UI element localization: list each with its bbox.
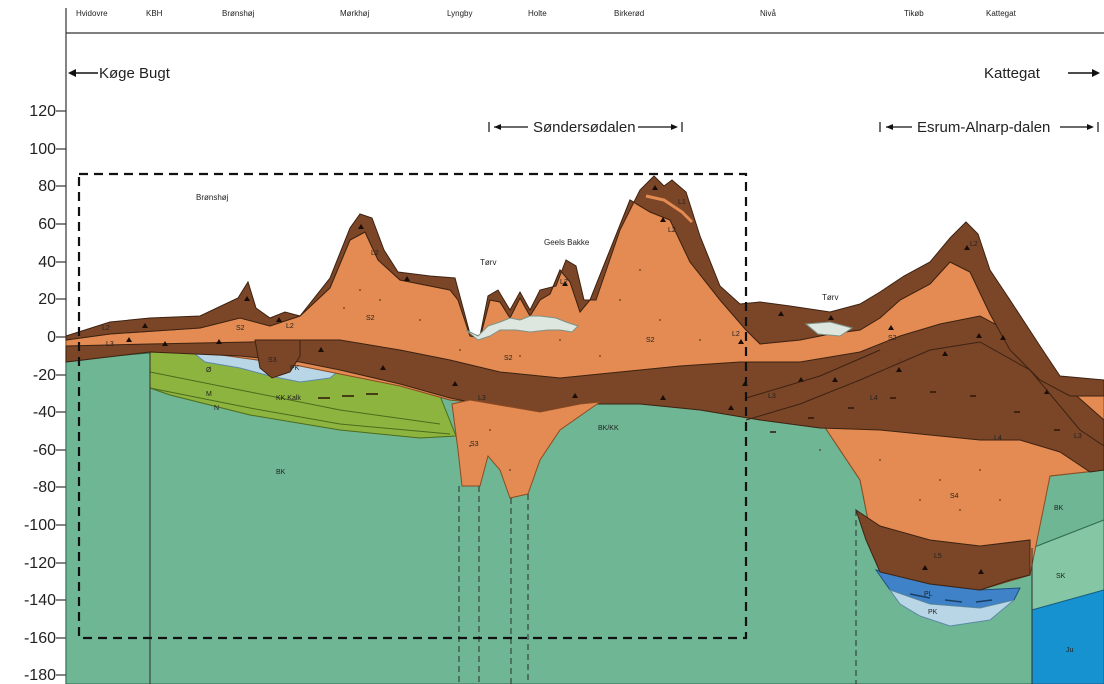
till-l5-band xyxy=(855,508,1031,591)
y-tick-label: -180 xyxy=(24,667,56,684)
unit-label: BK xyxy=(1054,505,1064,512)
direction-right-label: Kattegat xyxy=(984,65,1041,82)
unit-label: BK xyxy=(276,469,286,476)
y-tick-label: 60 xyxy=(38,216,56,233)
unit-label: PK xyxy=(928,609,938,616)
direction-right: Kattegat xyxy=(984,65,1100,82)
unit-label: S3 xyxy=(470,441,479,448)
unit-label: KK Kalk xyxy=(276,395,301,402)
pk-clay-lens xyxy=(888,589,1015,627)
valley-sondersodalen: Søndersødalen xyxy=(488,119,683,136)
unit-label: SK xyxy=(1056,573,1066,580)
unit-label: S2 xyxy=(504,355,513,362)
y-tick-label: 80 xyxy=(38,178,56,195)
place-label: Nivå xyxy=(760,9,777,18)
unit-label: L5 xyxy=(934,553,942,560)
unit-label: S2 xyxy=(888,335,897,342)
unit-label: L2 xyxy=(668,227,676,234)
place-label: Lyngby xyxy=(447,9,473,18)
annotation-torv: Tørv xyxy=(822,293,838,302)
unit-label: L3 xyxy=(768,393,776,400)
place-label: Hvidovre xyxy=(76,9,108,18)
unit-label: PL xyxy=(924,591,933,598)
place-label: Birkerød xyxy=(614,9,644,18)
y-tick-label: -160 xyxy=(24,630,56,647)
place-label: Kattegat xyxy=(986,9,1017,18)
annotation-torv: Tørv xyxy=(480,258,496,267)
place-label: Brønshøj xyxy=(222,9,255,18)
till-l2-cover xyxy=(65,175,1104,397)
unit-label: Ju xyxy=(1066,647,1074,654)
y-tick-label: -20 xyxy=(33,367,56,384)
unit-label: S4 xyxy=(950,493,959,500)
peat-patch xyxy=(804,321,854,337)
borehole-lines xyxy=(458,486,857,684)
unit-label: S2 xyxy=(646,337,655,344)
place-label: KBH xyxy=(146,9,163,18)
y-tick-label: 20 xyxy=(38,291,56,308)
section-body xyxy=(65,175,1104,684)
place-label: Tikøb xyxy=(904,9,924,18)
y-tick-label: -80 xyxy=(33,479,56,496)
place-name-bar: Hvidovre KBH Brønshøj Mørkhøj Lyngby Hol… xyxy=(76,9,1017,18)
till-l3-band xyxy=(65,315,1104,473)
y-tick-label: -60 xyxy=(33,442,56,459)
annotation-geels-bakke: Geels Bakke xyxy=(544,238,590,247)
unit-label: L3 xyxy=(106,341,114,348)
unit-label: L2 xyxy=(371,250,379,257)
y-tick-label: 0 xyxy=(47,329,56,346)
unit-label: L4 xyxy=(870,395,878,402)
unit-label: N xyxy=(214,405,219,412)
y-axis: 120 100 80 60 40 20 0 -20 -40 -60 -80 -1… xyxy=(24,103,66,684)
valley-label: Søndersødalen xyxy=(533,119,636,136)
unit-label: L3 xyxy=(478,395,486,402)
unit-label: L4 xyxy=(994,435,1002,442)
direction-left-label: Køge Bugt xyxy=(99,65,171,82)
y-tick-label: 120 xyxy=(29,103,56,120)
unit-label: L2 xyxy=(560,279,568,286)
y-tick-label: -40 xyxy=(33,404,56,421)
annotation-bronshoj: Brønshøj xyxy=(196,193,229,202)
unit-label: BK/KK xyxy=(598,425,619,432)
unit-label: L2 xyxy=(970,241,978,248)
valley-esrum-alnarp: Esrum-Alnarp-dalen xyxy=(879,119,1099,136)
unit-label: L3 xyxy=(1074,433,1082,440)
y-tick-label: 40 xyxy=(38,254,56,271)
unit-label: S3 xyxy=(268,357,277,364)
unit-label: M xyxy=(206,391,212,398)
y-tick-label: 100 xyxy=(29,141,56,158)
till-dash-markers xyxy=(318,391,1060,433)
unit-label: L2 xyxy=(732,331,740,338)
sand-stipple xyxy=(343,269,1001,511)
place-label: Mørkhøj xyxy=(340,9,370,18)
y-tick-label: -120 xyxy=(24,555,56,572)
till-bowl xyxy=(254,339,301,379)
unit-label: S2 xyxy=(236,325,245,332)
unit-label: Ø xyxy=(206,367,212,374)
valley-label: Esrum-Alnarp-dalen xyxy=(917,119,1050,136)
y-tick-label: -100 xyxy=(24,517,56,534)
peat-patch xyxy=(465,315,579,341)
focus-area-dashed-box xyxy=(77,172,748,640)
place-label: Holte xyxy=(528,9,547,18)
unit-labels: L2 L3 S2 L2 S3 PK Ø M N KK Kalk BK L2 S2… xyxy=(102,199,1082,654)
unit-label: S2 xyxy=(366,315,375,322)
y-tick-label: -140 xyxy=(24,592,56,609)
till-triangle-markers xyxy=(126,185,1050,574)
direction-left: Køge Bugt xyxy=(68,65,171,82)
unit-label: PK xyxy=(290,365,300,372)
unit-label: L2 xyxy=(286,323,294,330)
unit-label: L1 xyxy=(678,199,686,206)
unit-label: L2 xyxy=(102,325,110,332)
